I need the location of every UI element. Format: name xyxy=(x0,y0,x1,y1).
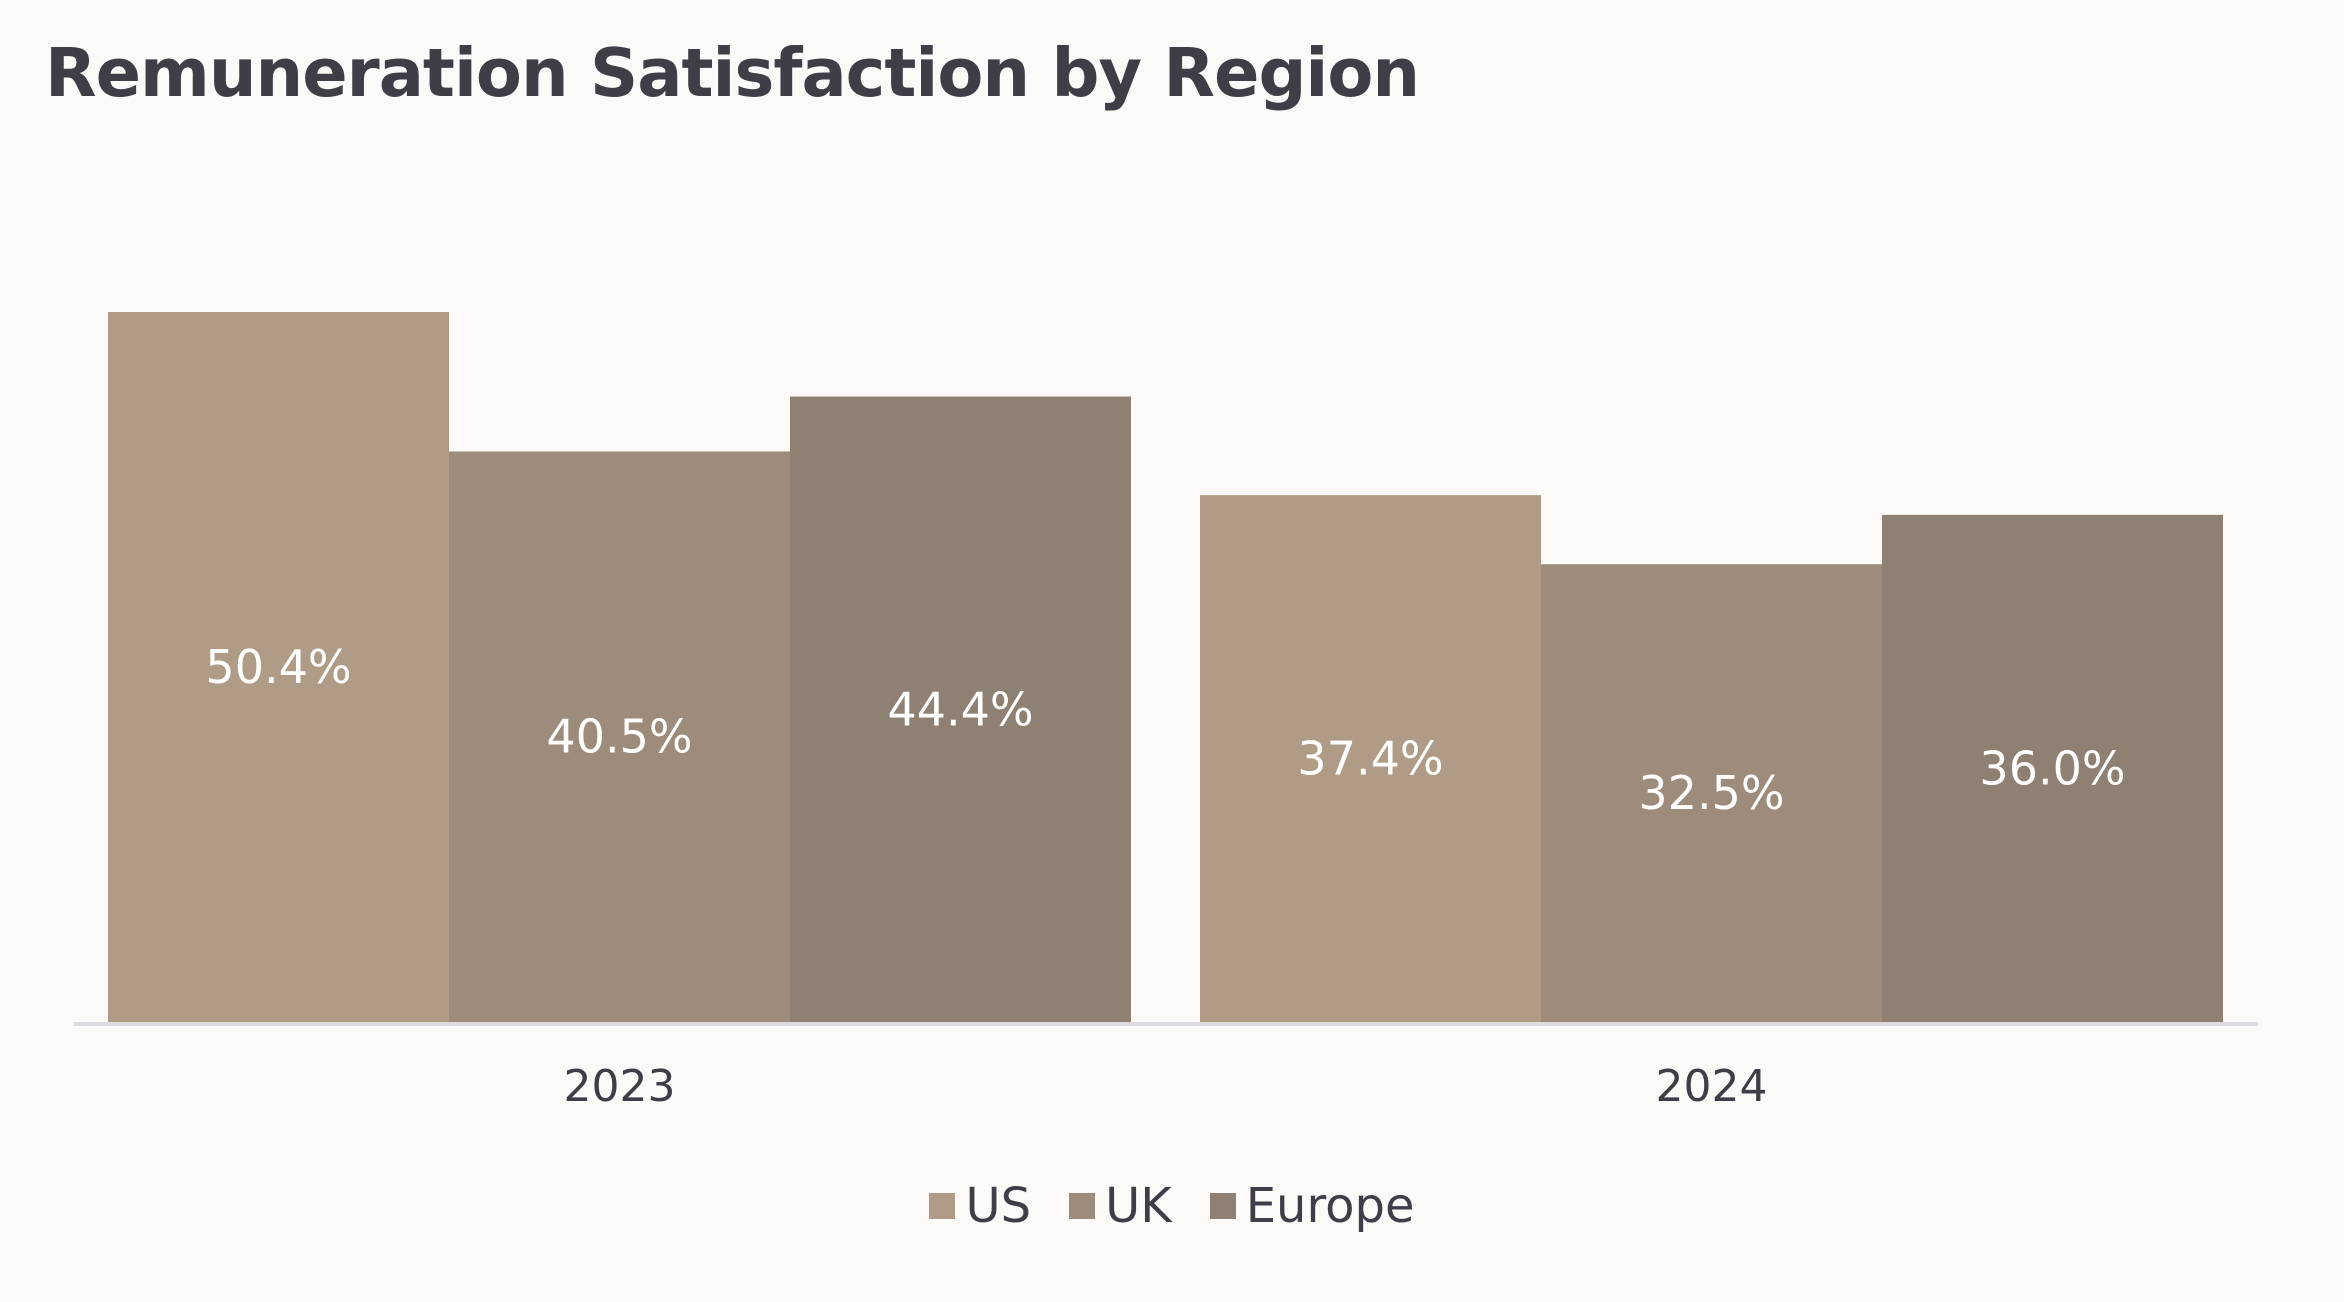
chart-legend: US UK Europe xyxy=(0,1178,2344,1234)
bar-uk-2024[interactable] xyxy=(1541,564,1882,1022)
data-label-europe-2024: 36.0% xyxy=(1979,741,2125,795)
legend-item-europe[interactable]: Europe xyxy=(1209,1178,1415,1234)
data-label-us-2023: 50.4% xyxy=(205,640,351,694)
legend-swatch-us xyxy=(929,1193,956,1219)
data-label-us-2024: 37.4% xyxy=(1297,732,1443,786)
bar-europe-2023[interactable] xyxy=(790,396,1131,1022)
data-label-europe-2023: 44.4% xyxy=(887,682,1033,736)
chart-title: Remuneration Satisfaction by Region xyxy=(45,34,1420,112)
legend-item-us[interactable]: US xyxy=(929,1178,1031,1234)
bar-us-2023[interactable] xyxy=(108,312,449,1022)
x-tick-label-2023: 2023 xyxy=(564,1061,676,1112)
bar-europe-2024[interactable] xyxy=(1882,514,2223,1022)
legend-swatch-uk xyxy=(1069,1193,1096,1219)
legend-label-uk: UK xyxy=(1105,1178,1172,1234)
data-label-uk-2023: 40.5% xyxy=(546,710,692,764)
legend-swatch-europe xyxy=(1209,1193,1236,1219)
x-tick-label-2024: 2024 xyxy=(1656,1061,1768,1112)
bar-uk-2023[interactable] xyxy=(449,451,790,1022)
bar-us-2024[interactable] xyxy=(1200,495,1541,1023)
data-label-uk-2024: 32.5% xyxy=(1638,766,1784,820)
legend-label-europe: Europe xyxy=(1245,1178,1415,1234)
legend-item-uk[interactable]: UK xyxy=(1069,1178,1172,1234)
legend-label-us: US xyxy=(965,1178,1032,1234)
